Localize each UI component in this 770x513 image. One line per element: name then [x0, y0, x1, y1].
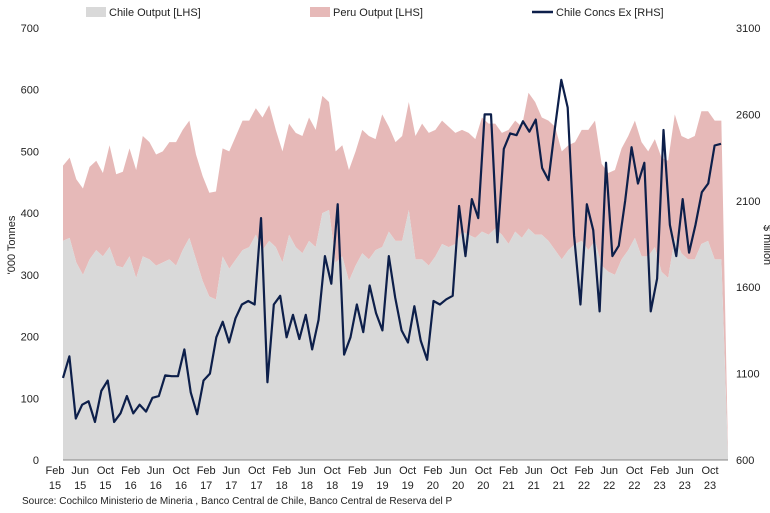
x-tick-year: 23: [653, 480, 665, 492]
x-tick-month: Feb: [46, 465, 65, 477]
x-tick-year: 19: [402, 480, 414, 492]
x-tick-year: 21: [502, 480, 514, 492]
x-tick-year: 17: [250, 480, 262, 492]
line-layer: [61, 78, 722, 424]
x-tick-year: 16: [124, 480, 136, 492]
x-tick-month: Jun: [298, 465, 316, 477]
x-tick-year: 22: [603, 480, 615, 492]
x-tick-year: 18: [276, 480, 288, 492]
x-tick-year: 15: [49, 480, 61, 492]
x-tick-month: Oct: [248, 465, 265, 477]
y-axis-right-title: $ million: [761, 225, 770, 265]
x-tick-month: Feb: [121, 465, 140, 477]
x-tick-month: Oct: [626, 465, 643, 477]
x-tick-month: Feb: [650, 465, 669, 477]
y-right-tick-label: 1600: [736, 282, 760, 294]
x-tick-month: Jun: [147, 465, 165, 477]
x-tick-year: 22: [578, 480, 590, 492]
x-tick-month: Jun: [374, 465, 392, 477]
legend-label-peru-output: Peru Output [LHS]: [333, 7, 423, 19]
y-right-tick-label: 2100: [736, 196, 760, 208]
x-tick-month: Oct: [172, 465, 189, 477]
y-left-tick-label: 600: [21, 85, 39, 97]
y-axis-left: 700 600 500 400 300 200 100 0: [21, 23, 39, 467]
x-axis: Feb 15 Jun 15 Oct 15 Feb 16 Jun 16 Oct 16 Feb 17 Jun 17…: [46, 465, 719, 492]
x-tick-month: Feb: [197, 465, 216, 477]
y-left-tick-label: 100: [21, 393, 39, 405]
legend-label-chile-output: Chile Output [LHS]: [109, 7, 201, 19]
x-tick-month: Jun: [676, 465, 694, 477]
x-tick-month: Jun: [71, 465, 89, 477]
x-tick-month: Feb: [575, 465, 594, 477]
x-tick-year: 20: [427, 480, 439, 492]
y-axis-left-title: '000 Tonnes: [6, 215, 18, 274]
x-tick-year: 22: [628, 480, 640, 492]
x-tick-month: Feb: [348, 465, 367, 477]
x-tick-month: Jun: [449, 465, 467, 477]
y-right-tick-label: 2600: [736, 109, 760, 121]
y-axis-right: 3100 2600 2100 1600 1100 600: [736, 23, 760, 467]
y-left-tick-label: 400: [21, 208, 39, 220]
x-tick-year: 18: [301, 480, 313, 492]
x-tick-year: 23: [704, 480, 716, 492]
x-tick-month: Oct: [324, 465, 341, 477]
y-right-tick-label: 3100: [736, 23, 760, 35]
y-left-tick-label: 200: [21, 332, 39, 344]
x-tick-month: Oct: [550, 465, 567, 477]
y-left-tick-label: 700: [21, 23, 39, 35]
legend-label-chile-concs: Chile Concs Ex [RHS]: [556, 7, 664, 19]
x-tick-year: 21: [553, 480, 565, 492]
y-right-tick-label: 1100: [736, 369, 760, 381]
x-tick-month: Oct: [399, 465, 416, 477]
series-area-peru-output: [63, 92, 728, 457]
area-layer: [63, 92, 728, 460]
x-tick-year: 15: [74, 480, 86, 492]
series-area-chile-output: [63, 210, 728, 460]
y-left-tick-label: 300: [21, 270, 39, 282]
y-left-tick-label: 0: [33, 455, 39, 467]
x-tick-month: Jun: [525, 465, 543, 477]
y-right-tick-label: 600: [736, 455, 754, 467]
chart-legend: Chile Output [LHS] Peru Output [LHS] Chi…: [86, 7, 664, 19]
x-tick-year: 19: [351, 480, 363, 492]
x-tick-month: Oct: [475, 465, 492, 477]
source-note: Source: Cochilco Ministerio de Mineria ,…: [22, 496, 453, 507]
x-tick-year: 18: [326, 480, 338, 492]
legend-swatch-peru-output: [310, 7, 330, 17]
x-tick-month: Oct: [97, 465, 114, 477]
x-tick-year: 20: [452, 480, 464, 492]
x-tick-year: 16: [150, 480, 162, 492]
x-tick-year: 19: [376, 480, 388, 492]
x-tick-month: Feb: [272, 465, 291, 477]
x-tick-month: Jun: [222, 465, 240, 477]
x-tick-year: 21: [528, 480, 540, 492]
x-tick-year: 20: [477, 480, 489, 492]
x-tick-year: 15: [99, 480, 111, 492]
x-tick-year: 17: [200, 480, 212, 492]
x-tick-year: 23: [679, 480, 691, 492]
x-tick-month: Feb: [423, 465, 442, 477]
legend-swatch-chile-output: [86, 7, 106, 17]
x-tick-month: Oct: [701, 465, 718, 477]
x-tick-year: 17: [225, 480, 237, 492]
x-tick-month: Feb: [499, 465, 518, 477]
x-tick-month: Jun: [600, 465, 618, 477]
series-line-chile-concs: [61, 78, 722, 424]
x-tick-year: 16: [175, 480, 187, 492]
y-left-tick-label: 500: [21, 146, 39, 158]
